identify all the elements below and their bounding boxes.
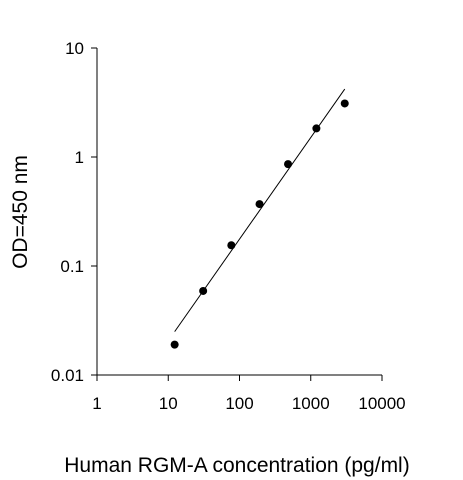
y-tick-label: 0.01 [51, 366, 84, 385]
x-tick-label: 100 [225, 394, 253, 413]
data-point [340, 99, 349, 108]
data-point [255, 200, 264, 209]
x-tick-label: 10 [159, 394, 178, 413]
y-tick-label: 1 [75, 148, 84, 167]
data-point [312, 124, 321, 133]
y-axis-ticks: 0.01 0.1 1 10 [51, 39, 97, 385]
data-points [170, 99, 349, 349]
x-tick-label: 1000 [292, 394, 330, 413]
x-axis-title: Human RGM-A concentration (pg/ml) [64, 454, 409, 477]
fit-line-group [174, 88, 346, 332]
y-axis-title: OD=450 nm [9, 155, 32, 269]
plot-area: 1 10 100 1000 10000 0.01 0.1 1 10 [51, 39, 406, 413]
data-point [199, 286, 208, 295]
fit-line [174, 88, 346, 332]
y-tick-label: 10 [65, 39, 84, 58]
data-point [170, 340, 179, 349]
x-axis-ticks: 1 10 100 1000 10000 [92, 375, 406, 413]
data-point [227, 241, 236, 250]
x-tick-label: 1 [92, 394, 101, 413]
y-tick-label: 0.1 [60, 257, 84, 276]
x-tick-label: 10000 [358, 394, 405, 413]
data-point [284, 160, 293, 169]
